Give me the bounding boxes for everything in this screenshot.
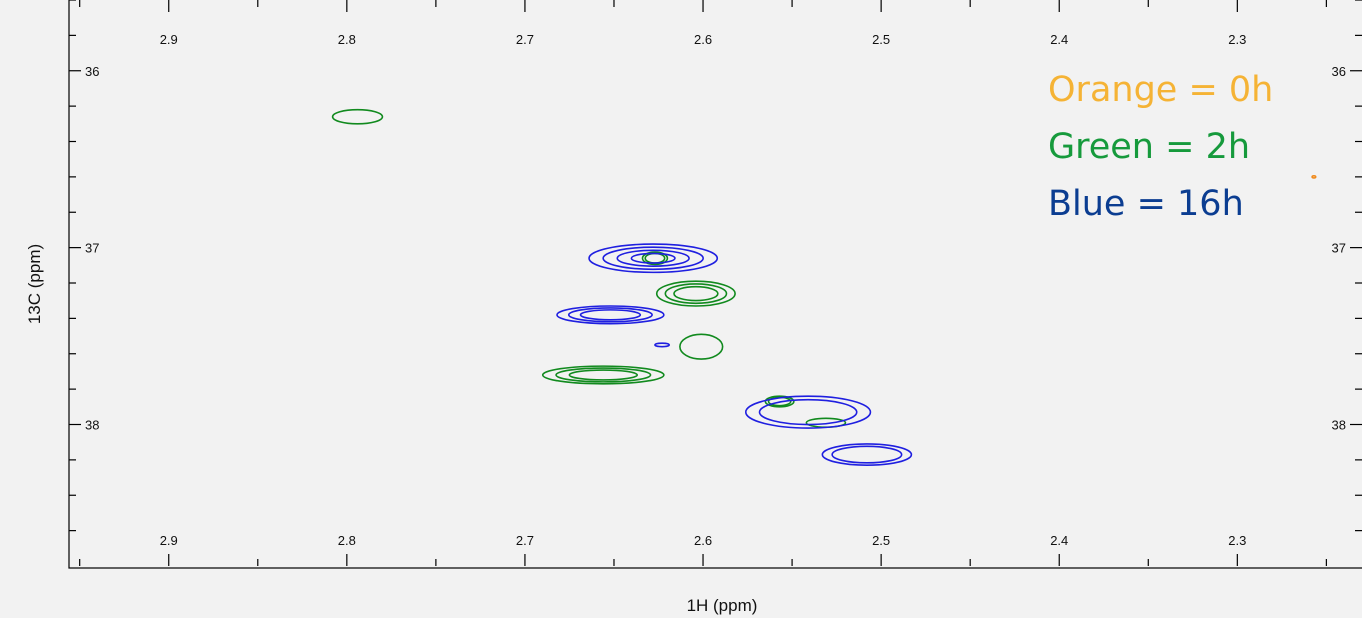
x-tick-label: 2.8 — [338, 533, 356, 548]
x-tick-label: 2.4 — [1050, 32, 1068, 47]
contour-peak — [764, 395, 795, 408]
x-tick-label: 2.8 — [338, 32, 356, 47]
contour-peak — [831, 445, 903, 464]
tick-marks — [69, 0, 1362, 566]
series-green — [331, 108, 847, 428]
y-tick-label: 37 — [85, 241, 99, 256]
legend-entry-orange: Orange = 0h — [1048, 70, 1274, 110]
y-tick-label: 37 — [1332, 241, 1346, 256]
x-tick-label: 2.9 — [160, 32, 178, 47]
y-tick-labels: 36 36 37 37 38 38 — [85, 64, 1346, 433]
contour-peak — [602, 246, 704, 271]
x-tick-label: 2.6 — [694, 32, 712, 47]
contour-peak — [673, 285, 719, 302]
x-tick-label: 2.6 — [694, 533, 712, 548]
legend-entry-blue: Blue = 16h — [1048, 184, 1244, 224]
legend-entry-green: Green = 2h — [1048, 127, 1251, 167]
y-tick-label: 38 — [85, 418, 99, 433]
x-tick-label: 2.5 — [872, 533, 890, 548]
y-tick-label: 38 — [1332, 418, 1346, 433]
y-tick-label: 36 — [1332, 64, 1346, 79]
x-tick-label: 2.7 — [516, 533, 534, 548]
contour-peak — [654, 342, 670, 348]
x-tick-label: 2.3 — [1228, 533, 1246, 548]
series-blue — [556, 243, 913, 466]
x-tick-label: 2.9 — [160, 533, 178, 548]
x-tick-labels-bottom: 2.9 2.8 2.7 2.6 2.5 2.4 2.3 — [160, 533, 1247, 548]
y-axis-title: 13C (ppm) — [25, 244, 44, 324]
contour-peak — [579, 309, 642, 321]
x-tick-label: 2.4 — [1050, 533, 1068, 548]
x-tick-label: 2.5 — [872, 32, 890, 47]
x-axis-title: 1H (ppm) — [687, 596, 758, 615]
x-tick-label: 2.7 — [516, 32, 534, 47]
contour-peak — [630, 252, 676, 264]
y-tick-label: 36 — [85, 64, 99, 79]
contour-peak — [555, 367, 652, 383]
contour-peak — [1311, 175, 1317, 179]
contour-peak — [567, 307, 653, 323]
contour-peak — [655, 280, 736, 307]
contour-peak — [664, 283, 728, 305]
series-orange — [1311, 175, 1317, 179]
legend: Orange = 0h Green = 2h Blue = 16h — [1048, 62, 1273, 233]
contour-peak — [644, 252, 666, 264]
contour-peak — [821, 443, 913, 466]
contour-peak — [758, 398, 858, 426]
contour-peak — [641, 251, 669, 266]
contour-peak — [331, 108, 384, 125]
contour-peaks — [331, 108, 1317, 466]
contour-peak — [588, 243, 719, 274]
contour-peak — [556, 305, 665, 325]
contour-peak — [744, 395, 872, 429]
contour-peak — [679, 333, 724, 360]
x-tick-labels-top: 2.9 2.8 2.7 2.6 2.5 2.4 2.3 — [160, 32, 1247, 47]
contour-peak — [616, 249, 690, 267]
contour-peak — [568, 369, 639, 381]
contour-peak — [541, 365, 665, 385]
x-tick-label: 2.3 — [1228, 32, 1246, 47]
